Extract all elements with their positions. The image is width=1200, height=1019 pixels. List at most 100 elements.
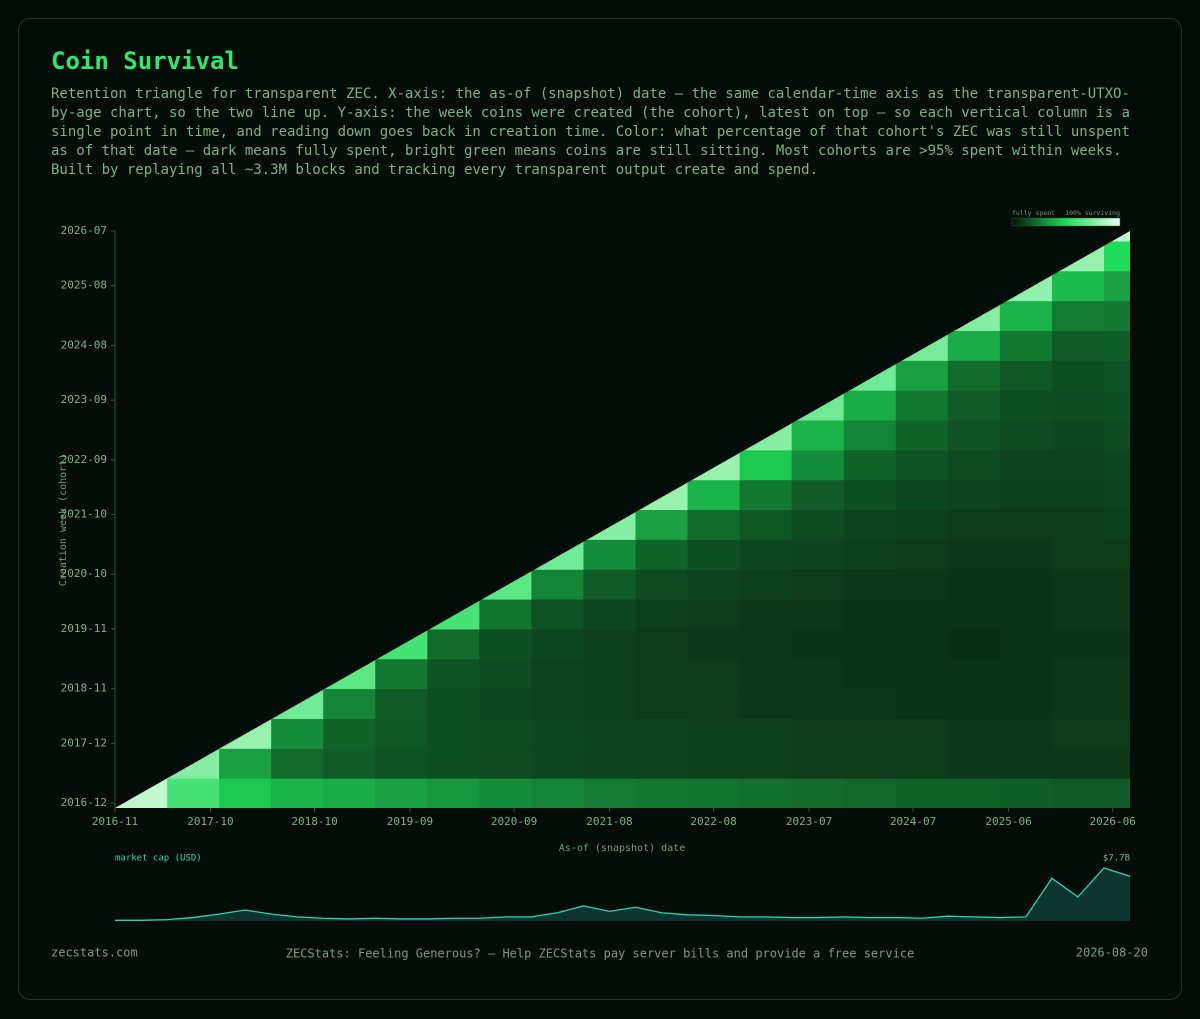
heatmap-cell	[427, 748, 480, 779]
y-tick-label: 2022-09	[61, 453, 107, 466]
heatmap-cell	[999, 449, 1053, 481]
heatmap-cell	[843, 390, 897, 421]
heatmap-cell	[739, 599, 793, 630]
heatmap-cell	[843, 628, 897, 660]
heatmap-cell	[739, 539, 793, 570]
market-cap-area	[115, 868, 1130, 921]
heatmap-cell	[999, 270, 1053, 302]
heatmap-cell	[1103, 718, 1130, 749]
heatmap-cell	[791, 390, 845, 421]
heatmap-cell	[1103, 748, 1130, 779]
heatmap-cell	[791, 479, 845, 511]
heatmap-cell	[375, 718, 428, 749]
heatmap-cell	[583, 778, 637, 808]
heatmap-cell	[375, 628, 428, 660]
heatmap-cell	[947, 300, 1001, 331]
heatmap-cell	[1051, 420, 1105, 451]
heatmap-cell	[687, 718, 741, 749]
heatmap-cell	[531, 748, 584, 779]
x-tick-label: 2024-07	[890, 815, 936, 828]
chart-title: Coin Survival	[51, 47, 239, 75]
heatmap-cell	[687, 509, 741, 540]
heatmap-cell	[583, 658, 637, 690]
y-tick-label: 2020-10	[61, 567, 107, 580]
heatmap-cell	[271, 778, 324, 808]
heatmap-cell	[479, 778, 532, 808]
heatmap-cell	[791, 420, 845, 451]
heatmap-cell	[583, 539, 637, 570]
heatmap-cell	[1103, 300, 1130, 331]
heatmap-cell	[167, 778, 220, 808]
heatmap-cell	[1051, 330, 1105, 361]
heatmap-cell	[635, 569, 689, 600]
heatmap-cell	[843, 539, 897, 570]
x-tick-label: 2025-06	[985, 815, 1031, 828]
heatmap-cell	[947, 628, 1001, 660]
heatmap-cell	[1103, 628, 1130, 660]
heatmap-cell	[583, 718, 637, 749]
heatmap-cell	[843, 569, 897, 600]
heatmap-cell	[323, 718, 376, 749]
heatmap-cell	[1051, 718, 1105, 749]
heatmap-cell	[271, 688, 324, 719]
x-axis-title: As-of (snapshot) date	[559, 843, 685, 854]
heatmap-cell	[895, 748, 949, 779]
heatmap-cell	[999, 688, 1053, 719]
heatmap-cell	[219, 778, 272, 808]
heatmap-cell	[947, 599, 1001, 630]
heatmap-cell	[687, 539, 741, 570]
heatmap-cell	[1051, 509, 1105, 540]
heatmap-cell	[1051, 360, 1105, 391]
heatmap-cell	[271, 748, 324, 779]
heatmap-cell	[687, 599, 741, 630]
heatmap-cell	[635, 658, 689, 690]
heatmap-cell	[1103, 360, 1130, 391]
heatmap-cell	[323, 748, 376, 779]
heatmap-cell	[1051, 240, 1105, 272]
heatmap-cell	[947, 360, 1001, 391]
heatmap-cell	[947, 688, 1001, 719]
heatmap-cell	[999, 479, 1053, 511]
heatmap-cell	[1103, 599, 1130, 630]
heatmap-cell	[479, 628, 532, 660]
heatmap-cell	[791, 688, 845, 719]
heatmap-cell	[843, 449, 897, 481]
heatmap-cell	[843, 778, 897, 808]
heatmap-cell	[895, 420, 949, 451]
heatmap-cell	[791, 569, 845, 600]
heatmap-cell	[687, 628, 741, 660]
heatmap-cell	[427, 688, 480, 719]
heatmap-cell	[947, 539, 1001, 570]
heatmap-cell	[1051, 390, 1105, 421]
heatmap-cell	[895, 599, 949, 630]
heatmap-cell	[635, 599, 689, 630]
heatmap-cell	[1103, 330, 1130, 361]
heatmap-cell	[531, 539, 584, 570]
heatmap-cell	[791, 778, 845, 808]
heatmap-cell	[687, 688, 741, 719]
x-tick-label: 2022-08	[690, 815, 736, 828]
heatmap-cell	[895, 539, 949, 570]
footer-site[interactable]: zecstats.com	[51, 946, 138, 960]
heatmap-cell	[791, 539, 845, 570]
heatmap-cell	[1103, 658, 1130, 690]
y-tick-label: 2017-12	[61, 736, 107, 749]
footer-message[interactable]: ZECStats: Feeling Generous? — Help ZECSt…	[286, 947, 915, 961]
heatmap-cell	[1103, 390, 1130, 421]
heatmap-cell	[947, 420, 1001, 451]
heatmap-cell	[1051, 688, 1105, 719]
x-tick-label: 2020-09	[491, 815, 537, 828]
heatmap-cell	[895, 330, 949, 361]
heatmap-cell	[843, 479, 897, 511]
heatmap-cell	[739, 688, 793, 719]
heatmap-cell	[635, 539, 689, 570]
heatmap-cell	[895, 688, 949, 719]
heatmap-cell	[479, 569, 532, 600]
legend-min-label: fully spent	[1012, 209, 1055, 217]
heatmap-cell	[895, 449, 949, 481]
heatmap-cell	[219, 718, 272, 749]
heatmap-cell	[1103, 539, 1130, 570]
heatmap-cell	[791, 449, 845, 481]
heatmap-cell	[687, 449, 741, 481]
heatmap-cell	[843, 360, 897, 391]
